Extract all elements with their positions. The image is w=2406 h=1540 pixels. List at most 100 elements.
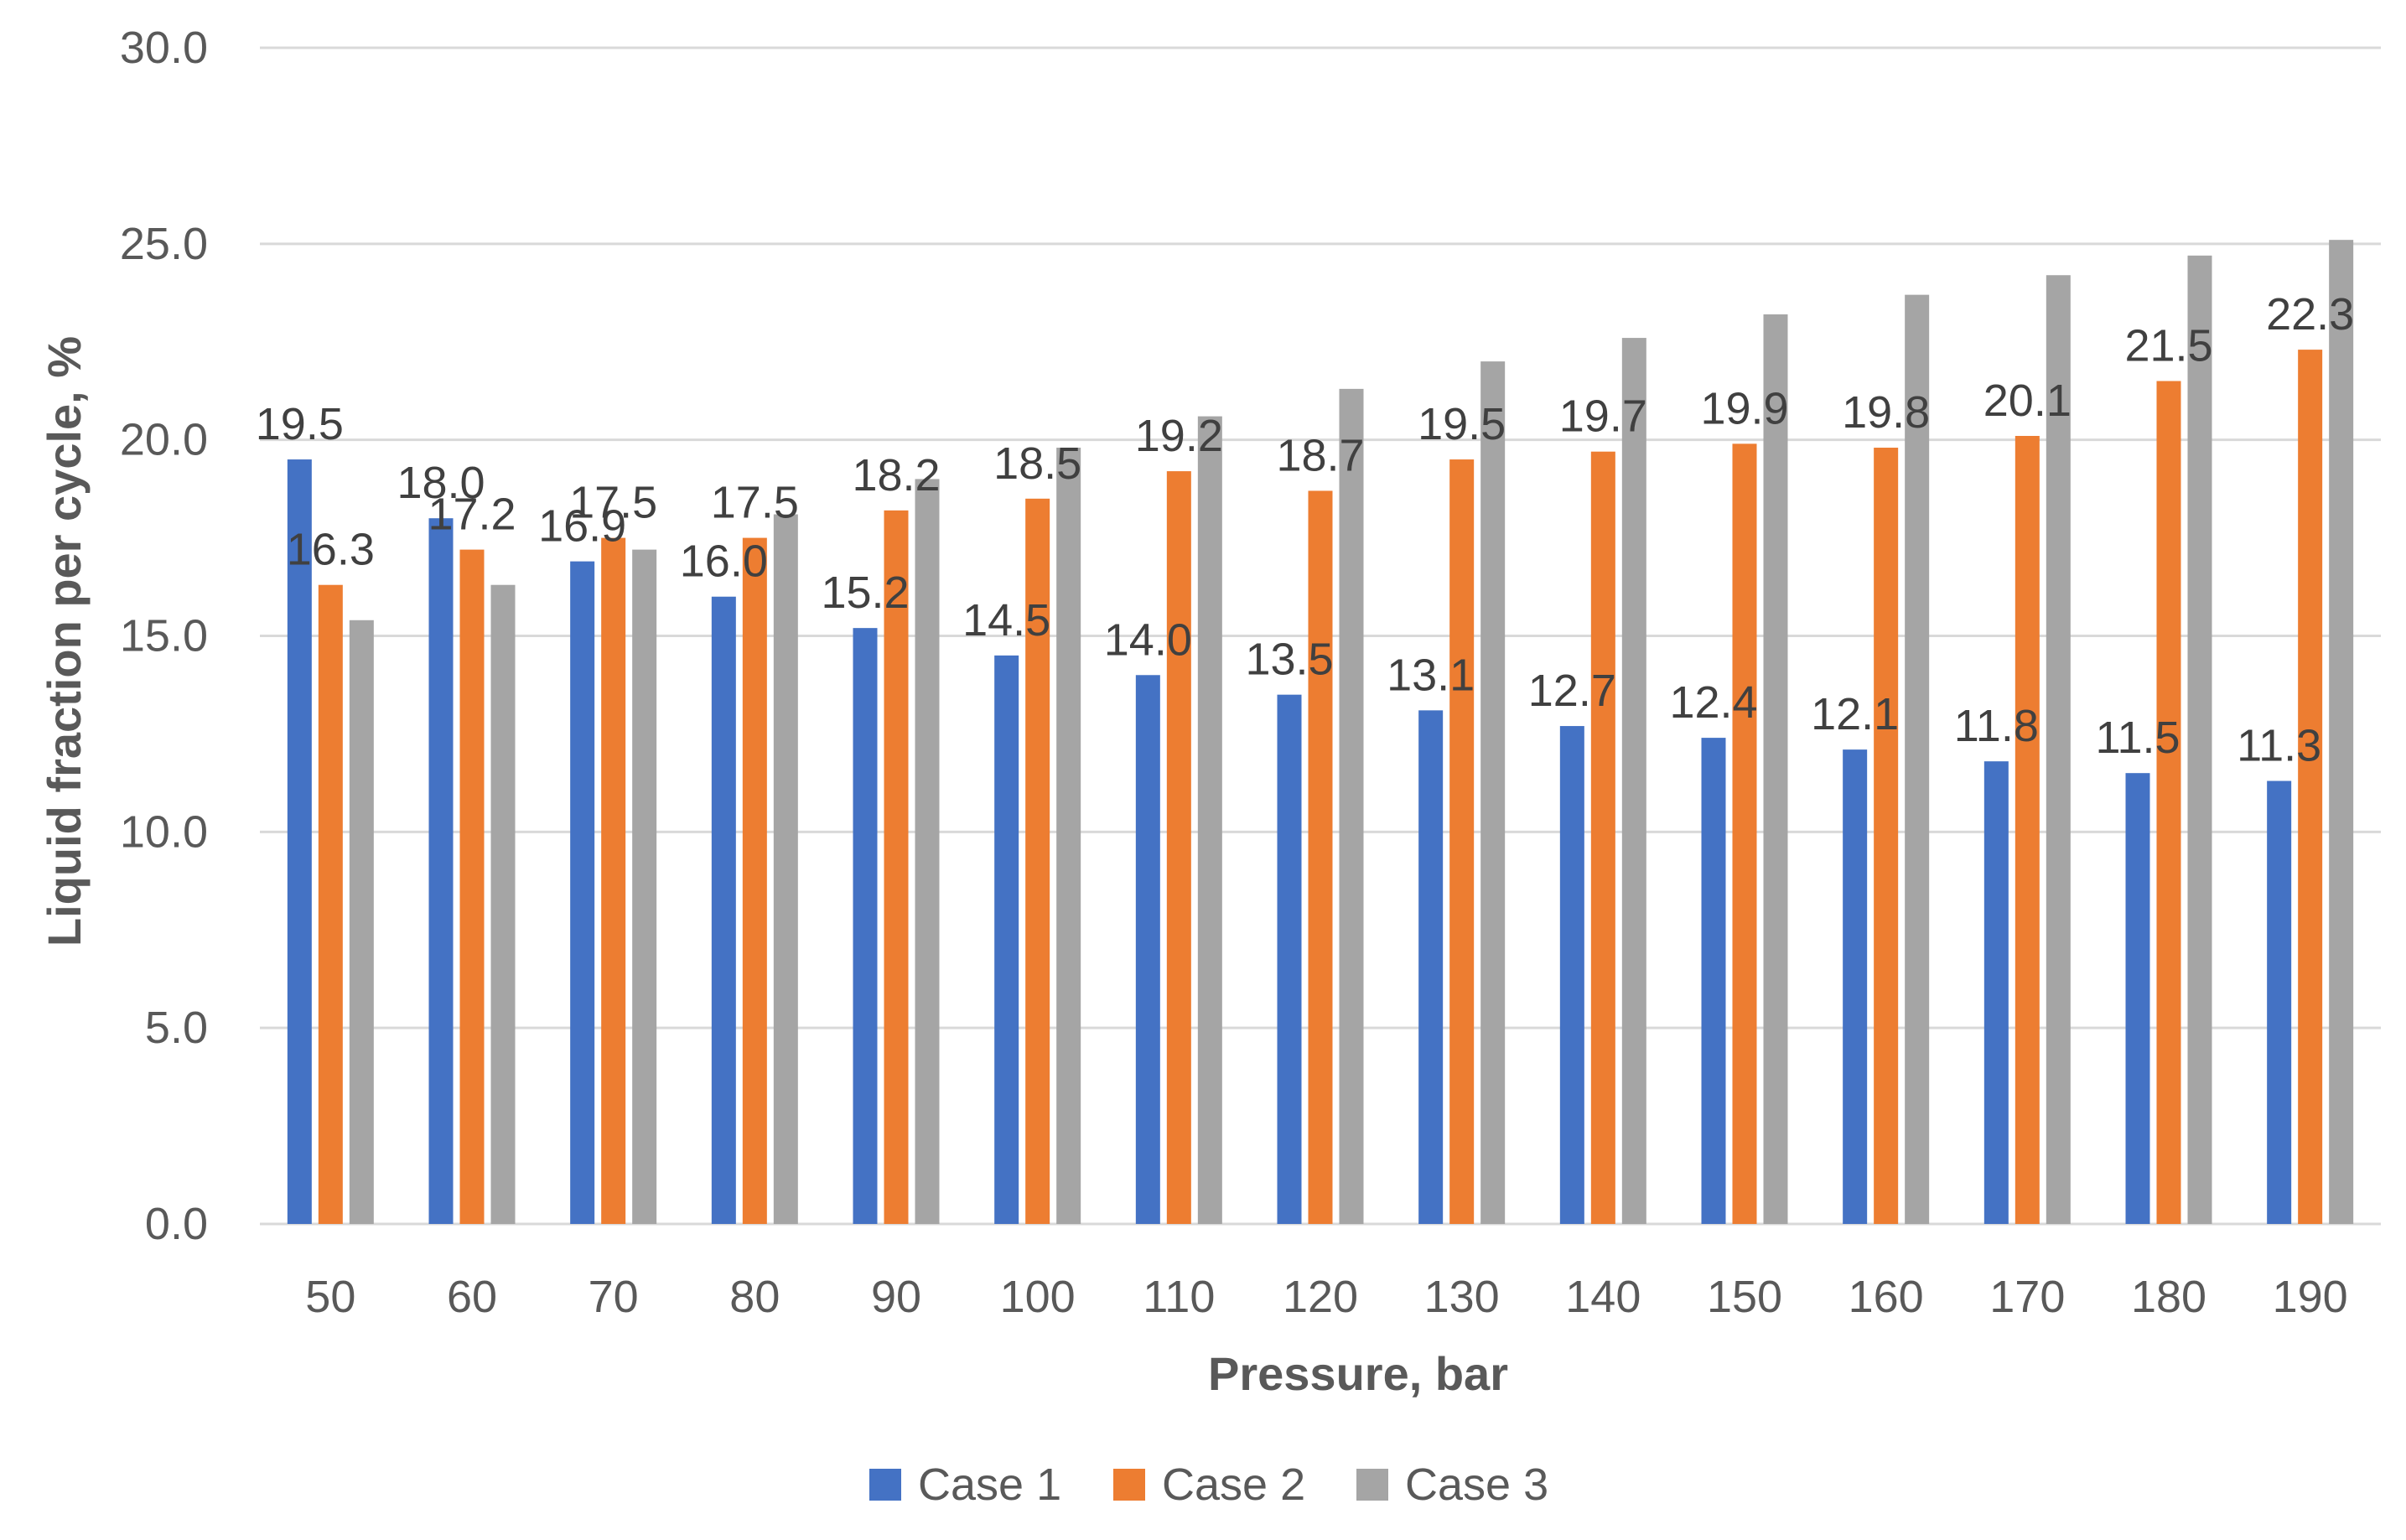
data-label: 19.5 [1418, 399, 1506, 449]
bar [1763, 314, 1788, 1225]
x-tick-label: 160 [1849, 1272, 1924, 1322]
bar [1025, 498, 1050, 1224]
bar [1277, 694, 1302, 1224]
x-tick-label: 180 [2131, 1272, 2206, 1322]
bar [915, 479, 940, 1224]
bar [287, 459, 312, 1224]
data-label: 19.2 [1135, 411, 1223, 461]
data-label: 13.1 [1387, 650, 1475, 700]
x-tick-label: 60 [447, 1272, 497, 1322]
bar [318, 584, 343, 1224]
data-labels: 19.516.318.017.2 16.917.516.017.515.218.2… [256, 289, 2354, 770]
y-tick-label: 25.0 [120, 219, 208, 269]
bar [490, 584, 516, 1224]
data-label: 14.0 [1104, 614, 1192, 665]
bar [1480, 361, 1506, 1225]
data-label: 14.5 [962, 595, 1050, 646]
x-tick-label: 150 [1707, 1272, 1782, 1322]
bar [2125, 773, 2150, 1224]
y-tick-label: 0.0 [145, 1199, 208, 1249]
legend-label: Case 3 [1405, 1460, 1548, 1510]
data-label: 21.5 [2124, 321, 2212, 371]
x-tick-label: 190 [2273, 1272, 2348, 1322]
x-axis-title: Pressure, bar [1208, 1347, 1508, 1400]
bar [1056, 448, 1081, 1224]
data-label: 12.4 [1669, 677, 1757, 728]
data-label: 18.2 [852, 450, 940, 500]
x-tick-label: 130 [1424, 1272, 1500, 1322]
bar [2329, 240, 2354, 1224]
bar [2015, 435, 2040, 1224]
bar [1418, 710, 1444, 1224]
x-tick-label: 100 [1000, 1272, 1076, 1322]
bar [601, 537, 626, 1224]
legend-swatch [1113, 1469, 1145, 1501]
bar [1983, 761, 2009, 1224]
x-tick-label: 80 [729, 1272, 780, 1322]
y-tick-label: 30.0 [120, 23, 208, 73]
data-label: 16.0 [680, 537, 768, 587]
data-label: 19.7 [1559, 391, 1647, 442]
x-tick-label: 140 [1565, 1272, 1641, 1322]
bar [1843, 749, 1868, 1224]
y-tick-label: 5.0 [145, 1003, 208, 1053]
data-label: 22.3 [2266, 289, 2354, 340]
data-label: 12.7 [1528, 666, 1616, 716]
legend-swatch [869, 1469, 901, 1501]
x-tick-label: 90 [871, 1272, 921, 1322]
x-tick-label: 50 [305, 1272, 355, 1322]
data-label: 11.8 [1954, 701, 2039, 751]
bar [1559, 726, 1584, 1224]
data-label: 16.3 [287, 525, 375, 575]
bar [428, 518, 454, 1224]
data-label: 19.9 [1700, 383, 1788, 433]
data-label: 18.0 [397, 458, 485, 508]
data-label: 18.7 [1276, 430, 1364, 480]
legend-label: Case 2 [1162, 1460, 1305, 1510]
bar [570, 561, 595, 1224]
bar [632, 549, 657, 1224]
x-tick-label: 120 [1283, 1272, 1358, 1322]
data-label: 19.5 [256, 399, 344, 449]
y-axis-ticks: 0.0 5.0 10.0 15.0 20.0 25.0 30.0 [120, 23, 208, 1249]
data-label: 17.2 [428, 490, 516, 540]
data-label: 19.8 [1842, 387, 1930, 438]
y-axis-title: Liquid fraction per cycle, % [38, 336, 91, 946]
bar [1701, 738, 1726, 1224]
bar [994, 655, 1019, 1224]
data-label: 18.5 [993, 438, 1081, 489]
bar [1874, 448, 1899, 1224]
bar [2267, 780, 2292, 1224]
data-label: 20.1 [1983, 376, 2072, 426]
bar [1732, 443, 1757, 1224]
legend-label: Case 1 [918, 1460, 1061, 1510]
bar [1135, 675, 1160, 1224]
data-label: 13.5 [1245, 635, 1333, 685]
bar [1308, 490, 1333, 1224]
x-axis-ticks: 50 60 70 80 90 100 110 120 130 140 150 160 170 180 190 [305, 1272, 2347, 1322]
data-label: 11.3 [2237, 721, 2321, 771]
bar [742, 537, 767, 1224]
bar [1449, 459, 1475, 1224]
bars [287, 240, 2354, 1225]
bar [853, 628, 878, 1224]
x-tick-label: 170 [1989, 1272, 2065, 1322]
data-label: 16.9 [538, 501, 626, 552]
bar [1197, 416, 1222, 1224]
y-tick-label: 20.0 [120, 415, 208, 465]
bar [2298, 350, 2323, 1225]
bar [1621, 338, 1646, 1224]
bar [773, 514, 798, 1224]
bar [349, 620, 374, 1224]
bar [1339, 388, 1364, 1224]
bar [2046, 275, 2071, 1224]
bar [884, 510, 909, 1224]
bar [2156, 381, 2181, 1224]
y-tick-label: 10.0 [120, 806, 208, 857]
data-label: 12.1 [1811, 689, 1899, 739]
bar [1166, 471, 1191, 1224]
x-tick-label: 110 [1143, 1272, 1215, 1322]
data-label: 17.5 [569, 478, 657, 528]
legend-swatch [1356, 1469, 1388, 1501]
